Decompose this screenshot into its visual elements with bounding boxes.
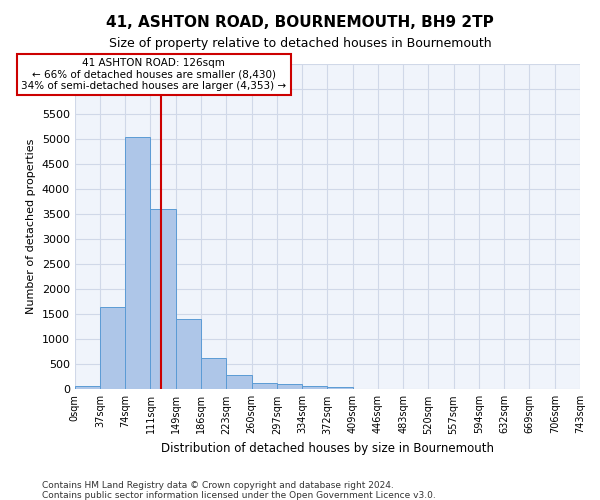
Bar [176,319,201,390]
Bar [328,386,353,390]
Bar [100,306,125,390]
Bar [251,382,277,390]
Text: Contains public sector information licensed under the Open Government Licence v3: Contains public sector information licen… [42,491,436,500]
Text: Contains HM Land Registry data © Crown copyright and database right 2024.: Contains HM Land Registry data © Crown c… [42,481,394,490]
X-axis label: Distribution of detached houses by size in Bournemouth: Distribution of detached houses by size … [161,442,494,455]
Bar [201,358,226,390]
Text: 41 ASHTON ROAD: 126sqm
← 66% of detached houses are smaller (8,430)
34% of semi-: 41 ASHTON ROAD: 126sqm ← 66% of detached… [22,58,286,91]
Text: Size of property relative to detached houses in Bournemouth: Size of property relative to detached ho… [109,38,491,51]
Bar [277,384,302,390]
Bar [302,386,328,390]
Bar [125,136,151,390]
Bar [226,375,251,390]
Text: 41, ASHTON ROAD, BOURNEMOUTH, BH9 2TP: 41, ASHTON ROAD, BOURNEMOUTH, BH9 2TP [106,15,494,30]
Bar [151,209,176,390]
Bar [74,386,100,390]
Y-axis label: Number of detached properties: Number of detached properties [26,139,36,314]
